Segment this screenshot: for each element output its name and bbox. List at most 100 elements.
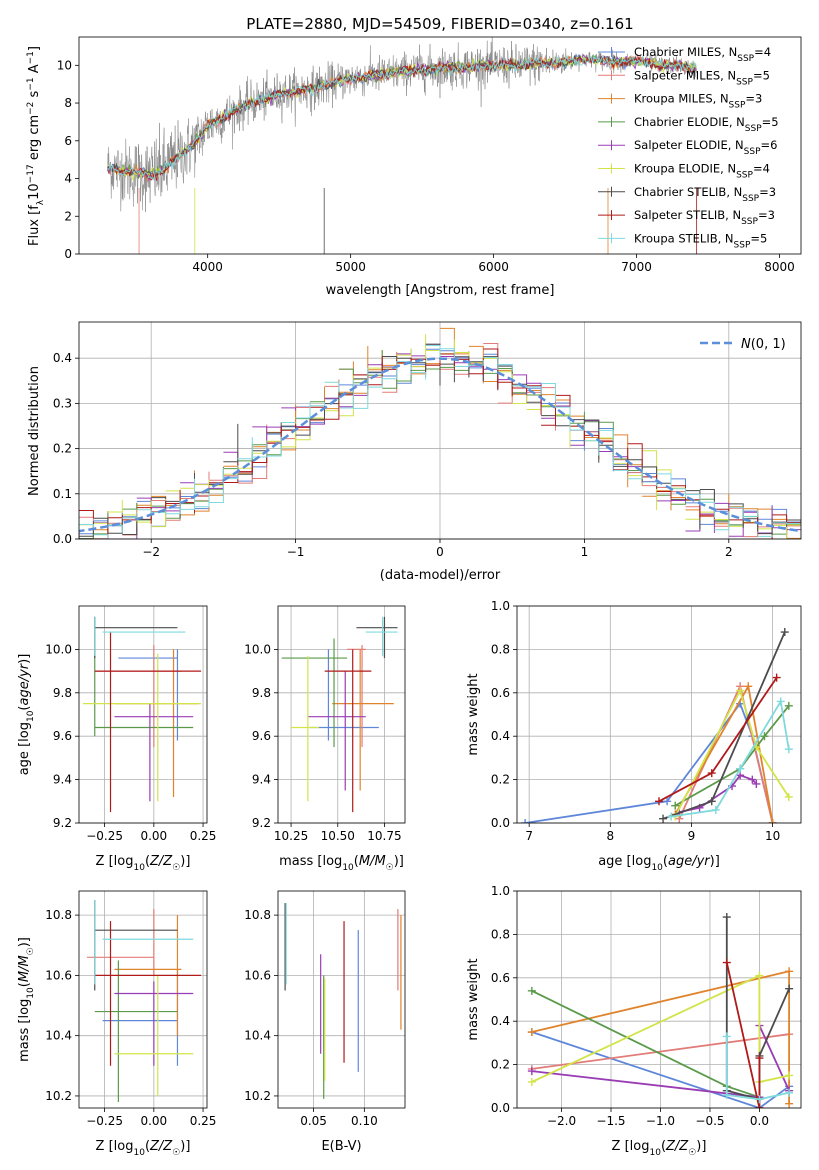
normal-curve [79,357,801,533]
y-tick-label: 10.4 [45,1029,72,1043]
axes-mass-weight-vs-age: 7 8 9 10 0.0 0.2 0.4 0.6 0.8 1.0 age [log10(age/yr… [466,599,802,873]
x-tick-label: 7000 [621,260,652,274]
x-tick-label: 2 [725,545,733,559]
axes-frame [277,890,406,1109]
x-tick-label: 9 [688,829,696,843]
y-tick-label: 0.2 [491,773,510,787]
y-tick-label: 0.1 [53,487,72,501]
x-axis-label: E(B-V) [321,1139,361,1154]
y-axis-label: mass weight [466,673,481,755]
x-tick-label: −1.0 [646,1114,675,1128]
x-axis-label: Z [log10(Z/Z☉)] [96,1139,191,1158]
model-line [107,54,696,180]
weight-marker [785,1099,794,1108]
axes-frame [516,605,802,824]
y-tick-label: 0.0 [53,532,72,546]
y-tick-label: 6 [64,134,72,148]
y-tick-label: 9.4 [53,773,72,787]
weight-marker [755,971,764,980]
axes-frame [277,605,406,824]
y-tick-label: 10.0 [244,642,271,656]
x-axis-label: wavelength [Angstrom, rest frame] [326,283,555,298]
weight-line [531,1031,790,1108]
model-line [107,55,697,181]
weight-marker [785,1071,794,1080]
weight-marker [744,682,753,691]
axes-age-vs-mass: 10.25 10.50 10.75 9.2 9.4 9.6 9.8 10.0 mass [log… [244,605,406,873]
x-tick-label: 0.00 [140,829,167,843]
plot-area-mass-weight-vs-Z [527,913,794,1108]
x-axis-label: mass [log10(M/M☉)] [279,854,404,873]
plot-area-residuals [79,327,801,539]
weight-marker [772,673,781,682]
y-tick-label: 10.8 [45,908,72,922]
y-tick-label: 8 [64,96,72,110]
plot-area-mass-weight-vs-age [521,628,793,823]
x-tick-label: 8000 [764,260,795,274]
y-tick-label: 0.4 [491,729,510,743]
y-tick-label: 10.2 [244,1089,271,1103]
y-axis-label: Normed distribution [27,366,42,496]
x-tick-label: 0.25 [190,1114,217,1128]
x-tick-label: 1 [581,545,589,559]
plot-area-age-vs-mass [281,616,398,813]
y-tick-label: 0.2 [491,1058,510,1072]
legend-label: Salpeter ELODIE, NSSP=6 [634,138,777,157]
plot-area-age-vs-Z [82,616,202,813]
legend-label: Chabrier ELODIE, NSSP=5 [634,115,779,134]
x-axis-label: (data-model)/error [380,568,501,583]
weight-line [531,974,790,1084]
legend-label: Chabrier MILES, NSSP=4 [634,45,771,64]
axes-residuals: −2 −1 0 1 2 0.0 0.1 0.2 0.3 0.4 N(0, 1) (data-model… [27,321,802,583]
y-tick-label: 0 [64,247,72,261]
y-tick-label: 9.6 [252,729,271,743]
x-tick-label: 0 [436,545,444,559]
weight-line [725,1036,790,1101]
y-tick-label: 10.8 [244,908,271,922]
axes-age-vs-Z: −0.25 0.00 0.25 9.2 9.4 9.6 9.8 10.0 Z [log10(Z/… [17,605,217,873]
x-tick-label: −1.5 [596,1114,625,1128]
weight-marker [755,1104,764,1108]
weight-marker [527,1077,536,1086]
weight-marker [667,812,676,821]
x-tick-label: −2 [142,545,160,559]
weight-line [524,701,774,823]
weight-marker [784,701,793,710]
weight-marker [655,797,663,806]
x-tick-label: −0.25 [86,1114,123,1128]
data-spectrum-line [107,37,697,212]
weight-marker [785,984,794,993]
y-axis-label: age [log10(age/yr)] [17,654,36,776]
weight-marker [707,797,716,806]
plot-area-spectrum [107,37,698,254]
y-tick-label: 0.8 [491,642,510,656]
y-tick-label: 10.6 [45,968,72,982]
plot-area-mass-vs-ebv [284,903,402,1099]
x-tick-label: 6000 [478,260,509,274]
y-tick-label: 0.4 [491,1014,510,1028]
legend-label: N(0, 1) [741,337,786,352]
x-axis-label: Z [log10(Z/Z☉)] [612,1139,707,1158]
y-tick-label: 4 [64,172,72,186]
axes-frame [516,890,802,1109]
weight-marker [527,1028,536,1037]
axes-frame [78,36,802,255]
x-tick-label: 0.25 [190,829,217,843]
legend-label: Salpeter MILES, NSSP=5 [634,68,770,87]
weight-marker [527,1067,536,1076]
x-tick-label: 10.25 [274,829,308,843]
y-tick-label: 10 [57,58,72,72]
axes-mass-weight-vs-Z: −2.0 −1.5 −1.0 −0.5 0.0 0.0 0.2 0.4 0.6 0.8 1.0 Z [… [466,884,802,1158]
x-tick-label: 0.10 [351,1114,378,1128]
weight-marker [755,1054,764,1063]
y-tick-label: 9.8 [252,686,271,700]
y-tick-label: 0.2 [53,442,72,456]
weight-marker [736,686,745,695]
y-tick-label: 10.2 [45,1089,72,1103]
weight-marker [663,797,672,806]
weight-marker [722,1032,731,1041]
axes-spectrum: 4000 5000 6000 7000 8000 0 2 4 6 8 10 Chabrier MILE… [26,36,802,298]
y-tick-label: 10.6 [244,968,271,982]
x-tick-label: −2.0 [547,1114,576,1128]
